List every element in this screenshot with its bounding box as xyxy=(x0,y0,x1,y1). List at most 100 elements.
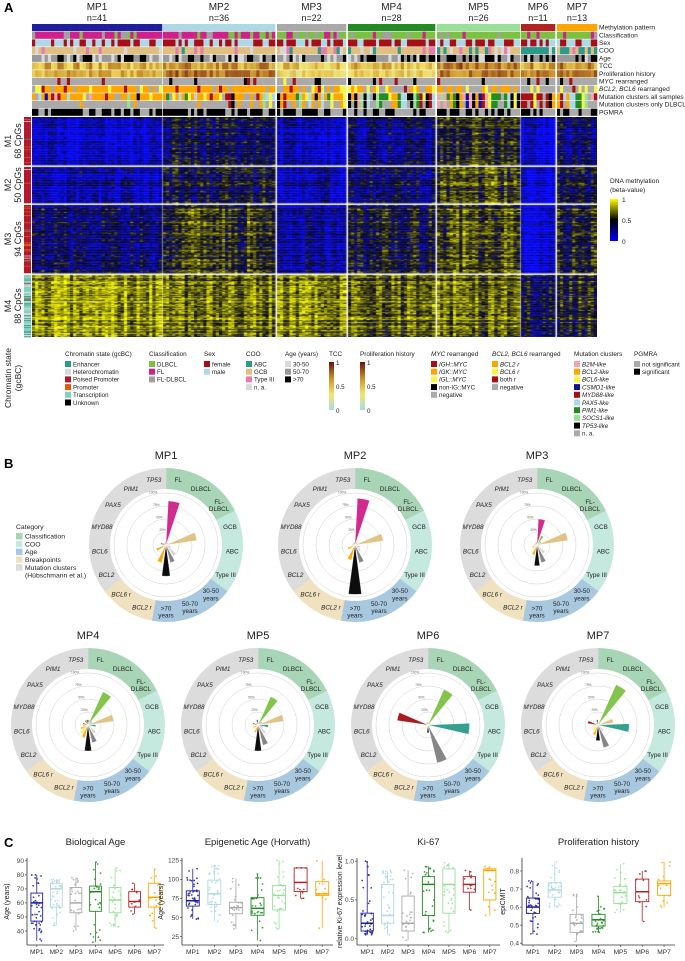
annotation-cell xyxy=(271,47,276,55)
annotation-cell xyxy=(491,85,495,93)
annotation-cell xyxy=(563,31,567,39)
radial-bar xyxy=(427,724,447,764)
annotation-cell xyxy=(324,77,328,85)
chromatin-state-cell xyxy=(24,134,31,136)
grid-circle xyxy=(35,672,141,778)
annotation-cell xyxy=(504,108,508,116)
ring-label: 50-70 xyxy=(444,781,461,788)
chromatin-state-cell xyxy=(24,313,31,315)
chromatin-state-cell xyxy=(24,315,31,317)
annotation-cell xyxy=(382,54,386,62)
data-point xyxy=(383,924,386,927)
annotation-cell xyxy=(320,108,325,116)
data-point xyxy=(79,908,81,910)
annotation-cell xyxy=(289,77,293,85)
annotation-cell xyxy=(382,85,386,93)
ring-sector xyxy=(278,537,302,567)
ring-label: BCL2 xyxy=(99,572,115,579)
annotation-cell xyxy=(527,108,531,116)
chromatin-state-cell xyxy=(24,290,31,292)
annotation-cell xyxy=(76,62,80,70)
annotation-cell xyxy=(510,54,514,62)
annotation-cell xyxy=(379,24,383,32)
annotation-cell xyxy=(104,77,109,85)
data-point xyxy=(280,907,283,910)
x-tick-label: MP5 xyxy=(442,949,456,956)
radial-bar xyxy=(597,718,614,726)
annotation-cell xyxy=(253,31,257,39)
annotation-cell xyxy=(82,39,87,47)
annotation-cell xyxy=(262,31,266,39)
ring-label: GCB xyxy=(412,524,426,531)
chromatin-state-cell xyxy=(24,178,31,180)
annotation-cell xyxy=(206,31,210,39)
annotation-cell xyxy=(60,108,65,116)
cluster-count: n=28 xyxy=(381,13,401,23)
annotation-cell xyxy=(271,62,276,70)
annotation-cell xyxy=(459,62,463,70)
chromatin-state-cell xyxy=(24,200,31,202)
annotation-cell xyxy=(289,101,293,109)
annotation-cell xyxy=(292,101,297,109)
annotation-cell xyxy=(530,31,534,39)
annotation-cell xyxy=(419,62,423,70)
data-point xyxy=(97,903,99,906)
annotation-cell xyxy=(32,101,36,109)
annotation-cell xyxy=(428,39,433,47)
annotation-cell xyxy=(155,62,160,70)
annotation-cell xyxy=(333,77,337,85)
annotation-cell xyxy=(302,54,306,62)
annotation-cell xyxy=(530,70,534,78)
annotation-cell xyxy=(250,93,254,101)
legend-swatch xyxy=(634,361,640,367)
data-point xyxy=(31,914,34,916)
data-point xyxy=(409,892,412,895)
annotation-cell xyxy=(63,77,68,85)
annotation-cell xyxy=(104,108,109,116)
annotation-cell xyxy=(70,85,74,93)
annotation-cell xyxy=(38,47,42,55)
annotation-cell xyxy=(104,54,109,62)
annotation-cell xyxy=(431,108,436,116)
annotation-cell xyxy=(339,47,344,55)
ring-sector xyxy=(529,667,561,701)
track-label-part: Methylation pattern xyxy=(599,25,655,32)
data-point xyxy=(659,887,662,890)
annotation-cell xyxy=(581,24,585,32)
annotation-cell xyxy=(403,24,408,32)
chromatin-state-cell xyxy=(24,187,31,189)
annotation-cell xyxy=(431,101,436,109)
annotation-cell xyxy=(410,31,414,39)
radial-bar xyxy=(165,544,172,549)
annotation-cell xyxy=(533,70,537,78)
chromatin-state-cell xyxy=(24,256,31,258)
annotation-cell xyxy=(146,101,150,109)
annotation-cell xyxy=(240,101,245,109)
annotation-cell xyxy=(459,77,463,85)
annotation-cell xyxy=(92,47,96,55)
data-point xyxy=(112,891,115,894)
annotation-cell xyxy=(35,85,39,93)
annotation-cell xyxy=(237,108,242,116)
data-point xyxy=(644,870,647,873)
data-point xyxy=(34,877,37,879)
ring-sector xyxy=(206,653,239,684)
chromatin-state-cell xyxy=(24,320,31,322)
data-point xyxy=(425,871,428,874)
annotation-cell xyxy=(108,47,112,55)
annotation-cell xyxy=(536,108,540,116)
annotation-cell xyxy=(468,85,473,93)
chromatin-state-cell xyxy=(24,229,31,231)
annotation-cell xyxy=(491,54,495,62)
annotation-cell xyxy=(200,77,204,85)
ring-sector xyxy=(570,648,599,673)
data-point xyxy=(35,882,38,884)
annotation-cell xyxy=(200,31,204,39)
annotation-cell xyxy=(400,93,405,101)
annotation-cell xyxy=(63,85,68,93)
data-point xyxy=(35,903,38,906)
annotation-cell xyxy=(114,39,118,47)
annotation-cell xyxy=(289,31,293,39)
annotation-cell xyxy=(79,70,84,78)
annotation-cell xyxy=(382,70,386,78)
